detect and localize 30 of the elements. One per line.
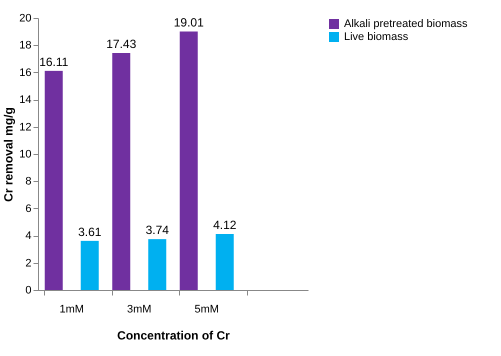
x-tick-label: 5mM <box>194 304 219 316</box>
bar <box>80 240 99 290</box>
y-tick-label: 14 <box>19 94 32 106</box>
legend-label: Live biomass <box>344 31 409 43</box>
y-tick-label: 20 <box>19 12 32 24</box>
y-tick-label: 18 <box>19 40 32 52</box>
data-label: 4.12 <box>213 218 237 232</box>
data-label: 16.11 <box>39 54 69 69</box>
y-axis-title: Cr removal mg/g <box>1 107 16 202</box>
y-tick-label: 0 <box>25 284 32 296</box>
y-tick-label: 16 <box>19 66 32 79</box>
y-tick-label: 2 <box>25 257 32 270</box>
bar <box>148 239 166 290</box>
y-tick-label: 8 <box>25 176 32 188</box>
data-label: 3.74 <box>146 223 170 238</box>
bar <box>180 31 198 290</box>
legend-label: Alkali pretreated biomass <box>344 18 468 30</box>
bar <box>216 234 234 290</box>
x-axis-title: Concentration of Cr <box>117 328 230 342</box>
bar <box>112 52 130 290</box>
x-tick-label: 3mM <box>127 304 152 316</box>
y-tick-label: 12 <box>19 121 32 134</box>
data-label: 3.61 <box>78 224 102 239</box>
bar <box>44 70 63 290</box>
y-tick-label: 10 <box>19 148 32 160</box>
y-tick-label: 4 <box>25 230 32 242</box>
data-label: 19.01 <box>174 15 204 30</box>
y-tick-label: 6 <box>25 202 32 215</box>
x-tick-label: 1mM <box>60 304 84 316</box>
data-label: 17.43 <box>106 36 137 51</box>
